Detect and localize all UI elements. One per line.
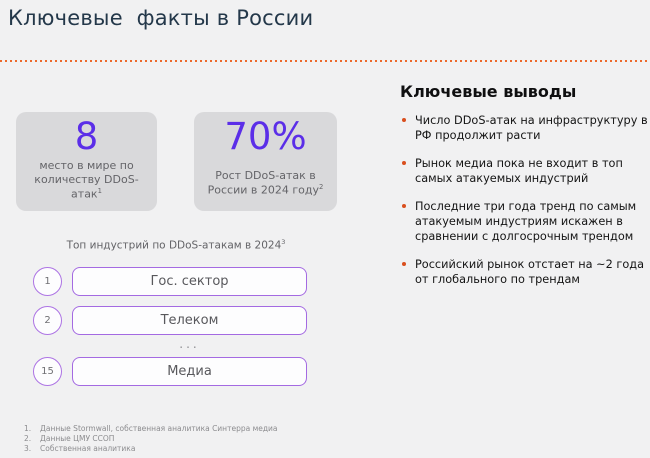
footnote-ref: 3 [281, 238, 286, 246]
stat-card-world-rank: 8 место в мире по количеству DDoS-атак1 [16, 112, 157, 211]
footnote-text: Данные Stormwall, собственная аналитика … [40, 424, 278, 433]
bullet-dot-icon [402, 118, 406, 122]
footnote: 1. Данные Stormwall, собственная аналити… [24, 424, 278, 434]
footnote-number: 2. [24, 434, 32, 443]
industry-bar: Телеком [72, 306, 307, 335]
footnote-text: Данные ЦМУ ССОП [40, 434, 115, 443]
industries-heading-text: Топ индустрий по DDoS-атакам в 2024 [66, 239, 282, 252]
conclusion-item: Число DDoS-атак на инфраструктуру в РФ п… [400, 113, 650, 143]
footnote: 3. Собственная аналитика [24, 444, 278, 454]
industries-heading: Топ индустрий по DDoS-атакам в 20243 [56, 238, 296, 252]
stat-label: место в мире по количеству DDoS-атак1 [22, 159, 151, 202]
industry-rank-badge: 15 [33, 357, 62, 386]
conclusions-list: Число DDoS-атак на инфраструктуру в РФ п… [400, 113, 650, 300]
conclusion-text: Российский рынок отстает на ~2 года от г… [415, 258, 644, 287]
conclusion-text: Рынок медиа пока не входит в топ самых а… [415, 157, 623, 186]
stat-value: 70% [224, 115, 307, 158]
stat-label-text: место в мире по количеству DDoS-атак [34, 158, 139, 201]
industry-bar: Медиа [72, 357, 307, 386]
stat-value: 8 [74, 115, 99, 158]
bullet-dot-icon [402, 262, 406, 267]
conclusions-heading: Ключевые выводы [400, 82, 577, 101]
industry-row: 1 Гос. сектор [0, 267, 340, 296]
conclusion-item: Рынок медиа пока не входит в топ самых а… [400, 156, 650, 186]
bullet-dot-icon [402, 204, 406, 209]
footnote-number: 3. [24, 444, 32, 453]
conclusion-item: Последние три года тренд по самым атакуе… [400, 199, 650, 244]
stat-label: Рост DDoS-атак в России в 2024 году2 [200, 169, 331, 198]
stat-label-text: Рост DDoS-атак в России в 2024 году [207, 169, 319, 197]
industry-row: 2 Телеком [0, 306, 340, 335]
conclusion-text: Последние три года тренд по самым атакуе… [415, 200, 637, 244]
footnote-text: Собственная аналитика [40, 444, 136, 453]
industry-rank-badge: 1 [33, 267, 62, 296]
conclusion-item: Российский рынок отстает на ~2 года от г… [400, 257, 650, 287]
footnote-ref: 2 [319, 183, 324, 192]
industry-bar: Гос. сектор [72, 267, 307, 296]
page-title: Ключевые факты в России [8, 6, 314, 30]
bullet-dot-icon [402, 161, 406, 166]
footnote: 2. Данные ЦМУ ССОП [24, 434, 278, 444]
conclusion-text: Число DDoS-атак на инфраструктуру в РФ п… [415, 114, 648, 143]
footnotes: 1. Данные Stormwall, собственная аналити… [24, 424, 278, 454]
stat-card-growth: 70% Рост DDoS-атак в России в 2024 году2 [194, 112, 337, 211]
industry-rank-badge: 2 [33, 306, 62, 335]
industry-row: 15 Медиа [0, 357, 340, 386]
industries-ellipsis: ... [179, 337, 200, 351]
footnote-ref: 1 [97, 186, 102, 195]
dotted-divider [0, 60, 650, 62]
footnote-number: 1. [24, 424, 32, 433]
